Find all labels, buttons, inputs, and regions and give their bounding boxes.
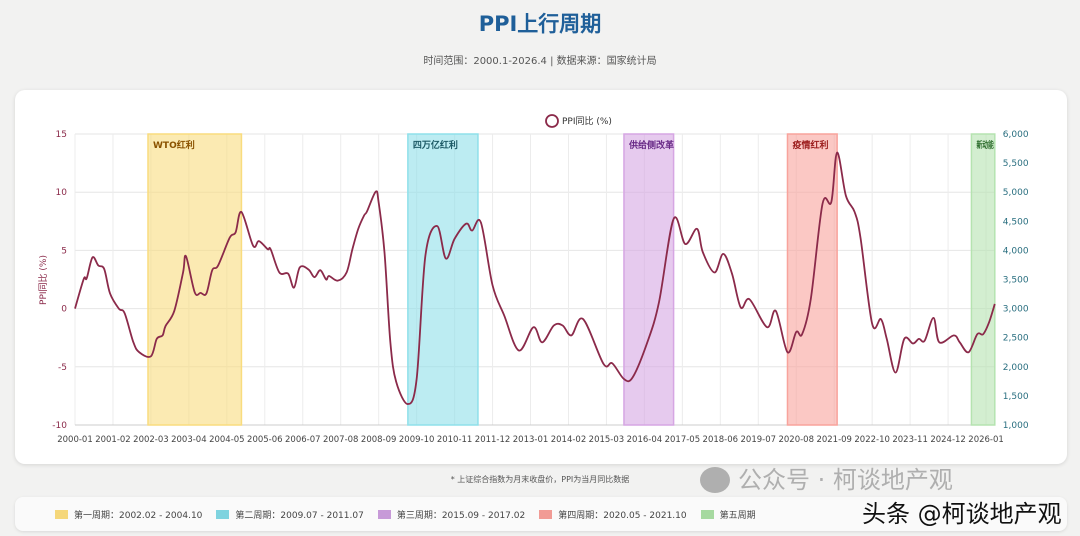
- y2-tick-label: 2,000: [1003, 363, 1029, 373]
- y-tick-label: 15: [56, 130, 67, 140]
- cycle-band: [623, 133, 675, 426]
- cycle-legend: 第一周期：2002.02 - 2004.10 第二周期：2009.07 - 20…: [15, 497, 1067, 531]
- legend-swatch: [216, 509, 230, 519]
- x-tick-label: 2024-12: [930, 435, 966, 445]
- x-tick-label: 2013-01: [513, 435, 549, 445]
- x-tick-label: 2006-07: [285, 435, 321, 445]
- legend-swatch: [700, 509, 714, 519]
- y2-tick-label: 5,500: [1003, 159, 1029, 169]
- legend-label: 第三周期：2015.09 - 2017.02: [396, 510, 526, 521]
- legend-label: 第二周期：2009.07 - 2011.07: [235, 510, 364, 521]
- x-tick-label: 2010-11: [437, 435, 473, 445]
- toutiao-watermark: 头条 @柯谈地产观: [862, 500, 1062, 528]
- legend-swatch: [377, 509, 391, 519]
- cycle-band-label: 供给侧改革: [628, 139, 674, 151]
- y-tick-label: -5: [58, 363, 67, 373]
- y-tick-label: 5: [61, 246, 67, 256]
- cycle-band: [970, 133, 996, 426]
- x-tick-label: 2001-02: [95, 435, 131, 445]
- y2-tick-label: 2,500: [1003, 334, 1029, 344]
- y-axis-label: PPI同比 (%): [37, 255, 49, 305]
- y2-tick-label: 1,500: [1003, 392, 1029, 402]
- x-tick-label: 2002-03: [133, 435, 169, 445]
- wechat-icon: [700, 467, 730, 493]
- legend-marker: [545, 114, 559, 128]
- x-tick-label: 2004-05: [209, 435, 245, 445]
- x-tick-label: 2021-09: [816, 435, 852, 445]
- y2-tick-label: 3,000: [1003, 305, 1029, 315]
- cycle-band-label: 疫情红利: [792, 139, 828, 151]
- x-tick-label: 2015-03: [589, 435, 625, 445]
- legend-item-cycle-2: 第二周期：2009.07 - 2011.07: [216, 508, 364, 521]
- x-tick-label: 2020-08: [778, 435, 814, 445]
- ppi-series-line: [74, 151, 996, 405]
- legend-item-cycle-5: 第五周期: [700, 508, 756, 521]
- x-tick-label: 2005-06: [247, 435, 283, 445]
- page-title: PPI上行周期: [478, 12, 602, 36]
- x-tick-label: 2011-12: [475, 435, 511, 445]
- cycle-band-label: 新动能: [976, 139, 993, 151]
- x-tick-label: 2018-06: [703, 435, 739, 445]
- x-tick-label: 2016-04: [627, 435, 663, 445]
- legend-item-cycle-4: 第四周期：2020.05 - 2021.10: [539, 508, 687, 521]
- legend-swatch: [539, 509, 553, 519]
- page-subtitle: 时间范围：2000.1-2026.4 | 数据来源：国家统计局: [423, 56, 657, 67]
- cycle-band: [147, 133, 243, 426]
- y2-tick-label: 3,500: [1003, 276, 1029, 286]
- legend-swatch: [55, 509, 68, 519]
- x-tick-label: 2008-09: [361, 435, 397, 445]
- x-tick-label: 2023-11: [892, 435, 928, 445]
- x-tick-label: 2003-04: [171, 435, 207, 445]
- y-tick-label: 0: [61, 305, 67, 315]
- x-tick-label: 2014-02: [551, 435, 587, 445]
- y2-tick-label: 1,000: [1003, 421, 1029, 431]
- cycle-band: [407, 133, 479, 426]
- x-tick-label: 2009-10: [399, 435, 435, 445]
- x-tick-label: 2026-01: [968, 435, 1004, 445]
- legend-item-cycle-3: 第三周期：2015.09 - 2017.02: [377, 508, 526, 521]
- cycle-band: [786, 133, 838, 426]
- x-tick-label: 2000-01: [57, 435, 93, 445]
- y-tick-label: 10: [56, 188, 68, 198]
- x-tick-label: 2022-10: [854, 435, 890, 445]
- y2-tick-label: 5,000: [1003, 188, 1029, 198]
- footnote: * 上证综合指数为月末收盘价，PPI为当月同比数据: [450, 475, 630, 484]
- legend-label: 第四周期：2020.05 - 2021.10: [558, 510, 687, 521]
- x-tick-label: 2019-07: [741, 435, 777, 445]
- y2-tick-label: 4,000: [1003, 246, 1029, 256]
- legend-label: 第五周期: [719, 510, 756, 521]
- legend-label: PPI同比 (%): [562, 115, 612, 127]
- y2-tick-label: 6,000: [1003, 130, 1029, 140]
- y-tick-label: -10: [52, 421, 67, 431]
- cycle-band-label: WTO红利: [153, 139, 195, 151]
- legend-item-cycle-1: 第一周期：2002.02 - 2004.10: [55, 508, 202, 521]
- legend-label: 第一周期：2002.02 - 2004.10: [74, 510, 203, 521]
- x-tick-label: 2017-05: [665, 435, 701, 445]
- wechat-watermark: 公众号 · 柯谈地产观: [700, 466, 953, 494]
- x-tick-label: 2007-08: [323, 435, 359, 445]
- y2-tick-label: 4,500: [1003, 217, 1029, 227]
- cycle-band-label: 四万亿红利: [413, 139, 458, 151]
- wechat-watermark-text: 公众号 · 柯谈地产观: [738, 466, 953, 494]
